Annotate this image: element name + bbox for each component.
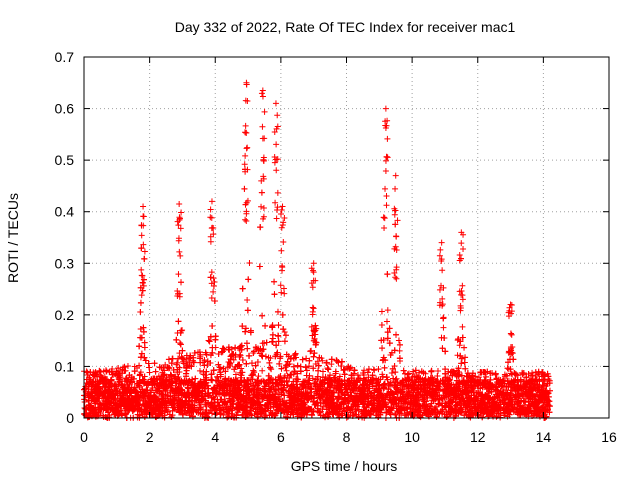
data-point bbox=[255, 373, 261, 379]
data-point bbox=[385, 307, 391, 313]
data-point bbox=[379, 309, 385, 315]
grid bbox=[84, 57, 609, 418]
data-point bbox=[243, 123, 249, 129]
data-point bbox=[509, 332, 515, 338]
data-point bbox=[207, 338, 213, 344]
data-point bbox=[244, 297, 250, 303]
data-point bbox=[440, 325, 446, 331]
data-point bbox=[242, 217, 248, 223]
data-point bbox=[278, 290, 284, 296]
data-points bbox=[81, 80, 553, 421]
data-point bbox=[177, 253, 183, 259]
data-point bbox=[384, 319, 390, 325]
data-point bbox=[459, 324, 465, 330]
data-point bbox=[455, 352, 461, 358]
data-point bbox=[282, 329, 288, 335]
data-point bbox=[284, 368, 290, 374]
data-point bbox=[197, 368, 203, 374]
data-point bbox=[259, 368, 265, 374]
data-point bbox=[123, 412, 129, 418]
